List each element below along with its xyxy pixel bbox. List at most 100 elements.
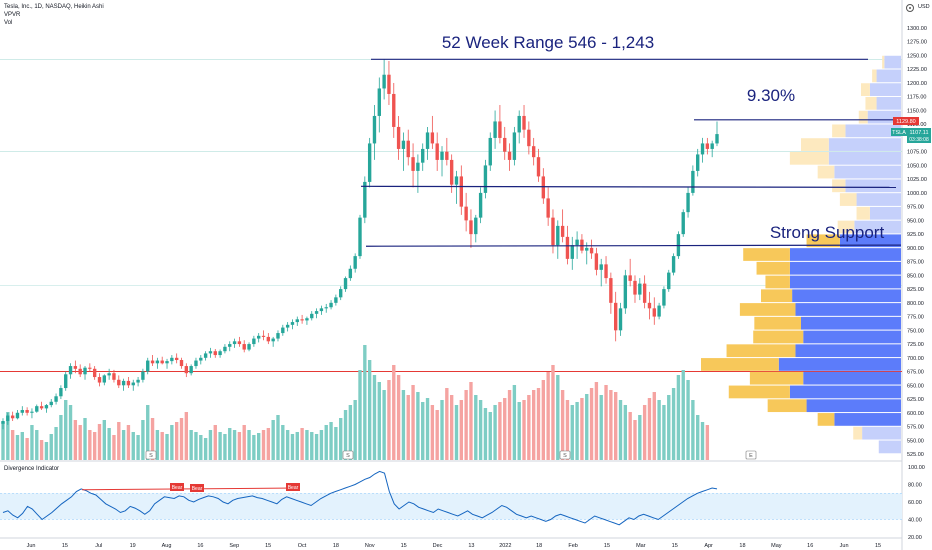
bear-badge-1-text: Bear (172, 485, 183, 491)
volume-bar (633, 420, 637, 460)
subpanel-title[interactable]: Divergence Indicator (4, 466, 60, 472)
vp-sell-bar (834, 165, 901, 179)
volume-bar (285, 430, 290, 460)
ticker-tag (891, 128, 907, 136)
candle-body (681, 212, 685, 235)
candle-body (406, 140, 410, 158)
candle-body (121, 380, 126, 386)
price-axis[interactable]: 525.00 550.00 575.00 600.00 625.00 650.00 675.… (907, 26, 927, 458)
volume-bar (570, 405, 574, 460)
candle-body (223, 346, 227, 352)
volume-bar (493, 405, 497, 460)
time-tick-label: 2022 (499, 543, 511, 549)
volume-bar (213, 425, 217, 460)
vp-buy-bar (837, 220, 855, 234)
volume-bar (696, 415, 700, 460)
volume-bar (300, 428, 304, 460)
candle-body (112, 373, 116, 380)
volume-bar (411, 385, 415, 460)
vp-buy-bar (872, 69, 877, 83)
volume-bar (189, 430, 193, 460)
candle-body (604, 264, 608, 279)
vp-sell-bar (876, 96, 901, 110)
candle-body (377, 88, 381, 116)
candle-body (252, 338, 256, 345)
split-badge-3-box (559, 450, 571, 460)
volume-bar (276, 415, 280, 460)
gear-icon[interactable] (906, 4, 914, 12)
volume-bar (657, 400, 661, 460)
candle-body (387, 74, 391, 94)
upper-price-tag (893, 117, 919, 125)
candle-body (348, 268, 353, 279)
time-tick-label: 15 (604, 543, 610, 549)
vp-buy-bar (754, 316, 801, 330)
vp-buy-bar (806, 234, 840, 248)
volume-bar (184, 412, 189, 460)
volume-bar (667, 395, 671, 460)
volume-bar (401, 390, 406, 460)
vp-buy-bar (765, 275, 790, 289)
candle-body (295, 319, 299, 323)
price-tick-label: 1250.00 (907, 53, 927, 59)
candle-body (314, 311, 319, 314)
candle-body (59, 388, 63, 397)
volume-bar (445, 388, 449, 460)
volume-bar (348, 405, 353, 460)
candle-body (531, 146, 536, 158)
volume-bar (150, 418, 155, 460)
vp-sell-bar (795, 303, 901, 316)
volume-bar (507, 390, 512, 460)
time-tick-label: 15 (265, 543, 271, 549)
vp-sell-bar (803, 330, 901, 344)
volume-bar (686, 380, 690, 460)
candle-body (117, 379, 121, 386)
candle-body (179, 360, 184, 367)
time-axis[interactable]: Jun 15 Jul 19 Aug 16 Sep 15 Oct 18 Nov 15 Dec 13 2022 1… (27, 543, 882, 549)
split-badge-2-text: S (346, 453, 350, 459)
candle-body (478, 192, 483, 218)
candle-body (435, 143, 439, 160)
volume-bar (387, 380, 391, 460)
candle-body (445, 151, 449, 160)
vp-buy-bar (865, 96, 877, 110)
indicator-vpvr-label[interactable]: VPVR (4, 12, 21, 18)
range-annotation[interactable]: 52 Week Range 546 - 1,243 (442, 33, 654, 52)
volume-bar (35, 430, 39, 460)
vp-sell-bar (828, 151, 901, 165)
vp-sell-bar (869, 206, 901, 220)
candle-body (329, 302, 333, 308)
volume-bar (10, 430, 15, 460)
candle-body (715, 134, 719, 144)
candle-body (290, 322, 295, 325)
volume-bar (580, 398, 584, 460)
price-tick-label: 1075.00 (907, 150, 927, 156)
vp-buy-bar (817, 165, 835, 179)
vp-buy-bar (832, 179, 846, 193)
support-annotation[interactable]: Strong Support (770, 223, 885, 242)
vp-sell-bar (806, 399, 901, 413)
price-tick-label: 1025.00 (907, 177, 927, 183)
volume-bar (228, 428, 232, 460)
volume-bar (449, 395, 454, 460)
volume-bar (339, 418, 343, 460)
price-tick-label: 875.00 (907, 260, 924, 266)
volume-bar (353, 400, 357, 460)
indicator-vol-label[interactable]: Vol (4, 20, 13, 26)
vp-buy-bar (743, 248, 790, 261)
price-tick-label: 1200.00 (907, 81, 927, 87)
candle-body (334, 297, 338, 303)
volume-bar (223, 434, 227, 460)
volume-bar (242, 425, 246, 460)
pct-annotation[interactable]: 9.30% (747, 86, 795, 105)
volume-bar (527, 395, 531, 460)
resistance-line (360, 185, 897, 189)
volume-bar (531, 390, 536, 460)
volume-bar (319, 430, 324, 460)
candle-body (556, 225, 560, 246)
candle-body (454, 176, 459, 185)
split-badge-1-box (145, 450, 157, 460)
vp-buy-bar (853, 426, 863, 440)
